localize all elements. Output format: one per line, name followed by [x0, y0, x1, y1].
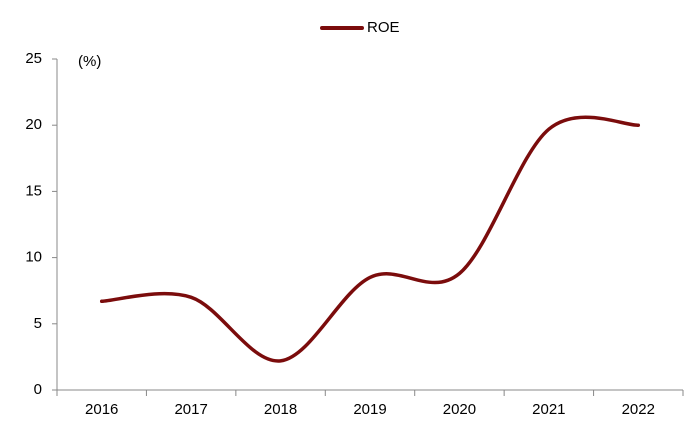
- x-tick-label: 2021: [532, 401, 565, 418]
- x-tick-label: 2019: [353, 401, 386, 418]
- line: [99, 115, 641, 363]
- x-tick-label: 2018: [264, 401, 297, 418]
- x-tick-label: 2022: [622, 401, 655, 418]
- x-tick-label: 2017: [174, 401, 207, 418]
- y-tick-label: 10: [25, 249, 42, 266]
- legend-label: ROE: [367, 19, 400, 36]
- y-tick-label: 5: [34, 315, 42, 332]
- x-tick-label: 2016: [85, 401, 118, 418]
- y-unit-label: (%): [78, 53, 101, 70]
- y-tick-label: 15: [25, 182, 42, 199]
- y-tick-label: 20: [25, 116, 42, 133]
- y-tick-label: 25: [25, 50, 42, 67]
- y-tick-label: 0: [34, 381, 42, 398]
- x-tick-label: 2020: [443, 401, 476, 418]
